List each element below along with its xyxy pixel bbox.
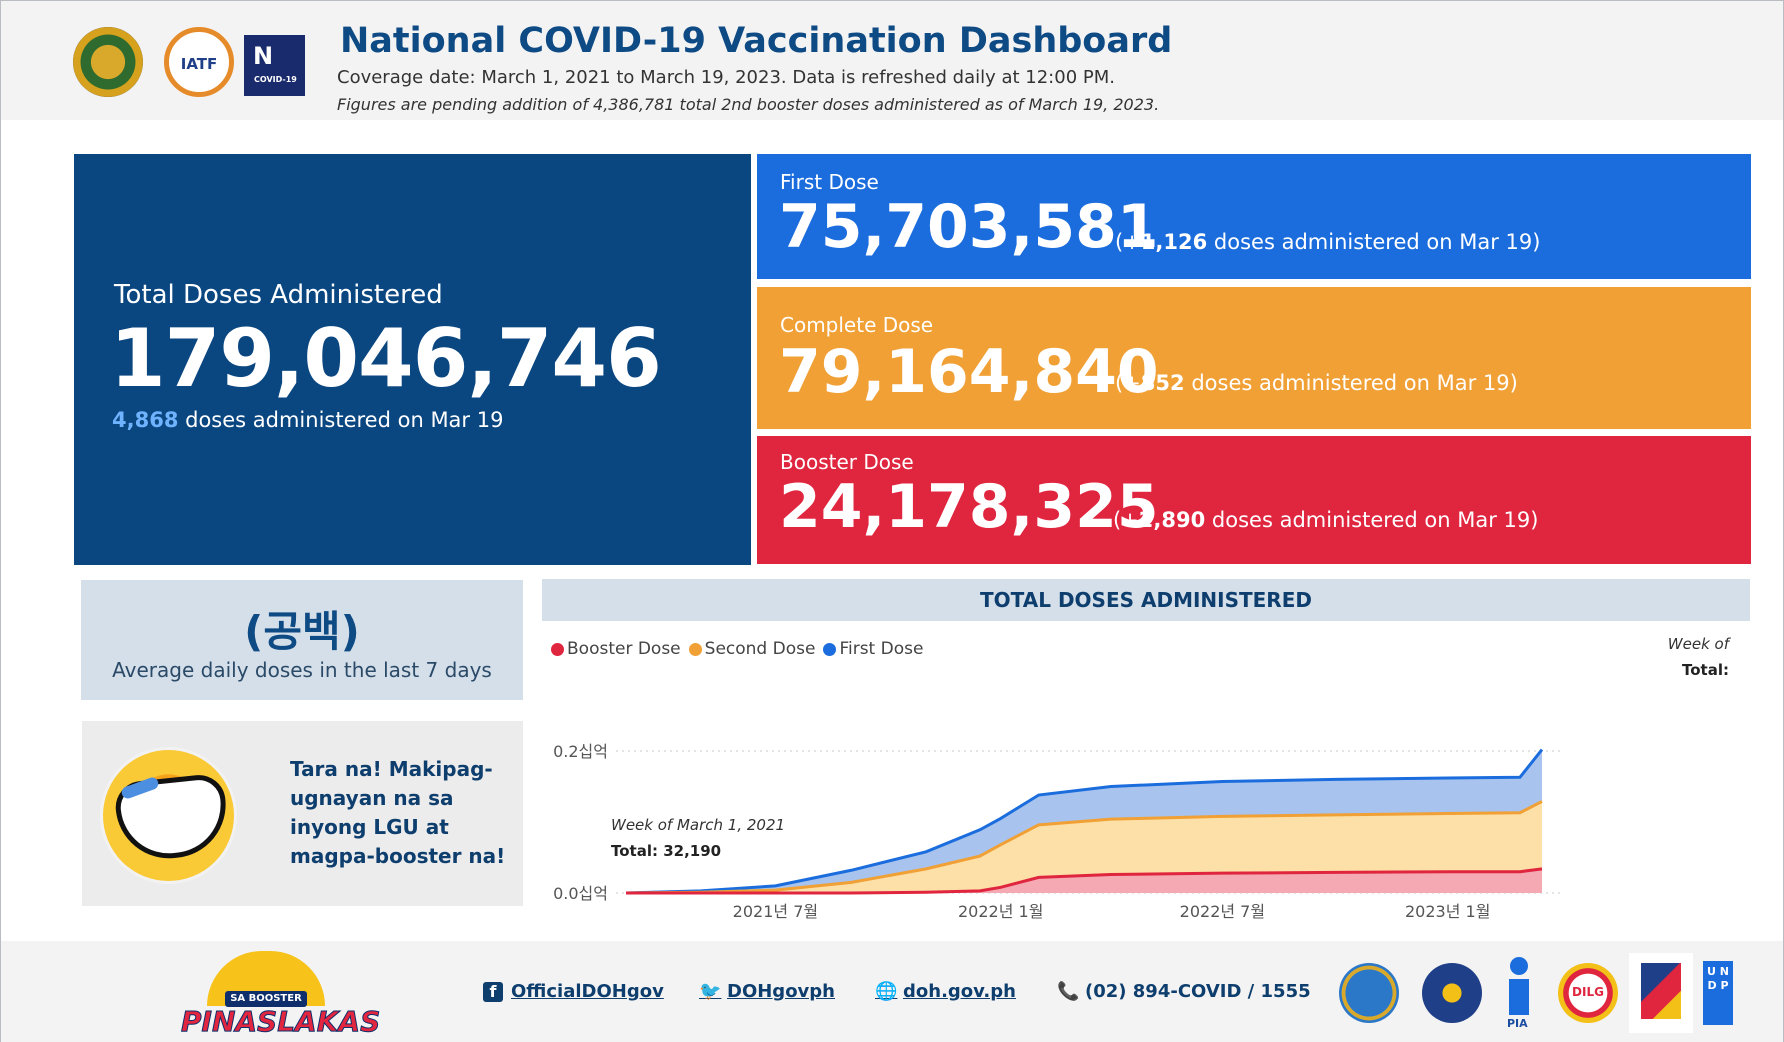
complete-dose-inc-value: 852 bbox=[1140, 371, 1185, 395]
website-link[interactable]: 🌐 doh.gov.ph bbox=[875, 981, 1016, 1002]
promo-text: Tara na! Makipag-ugnayan na sa inyong LG… bbox=[290, 757, 506, 868]
legend-dot-icon bbox=[823, 642, 837, 656]
booster-dose-increment: (+2,890 doses administered on Mar 19) bbox=[1113, 508, 1538, 532]
average-daily-doses-card: (공백) Average daily doses in the last 7 d… bbox=[81, 580, 523, 700]
dashboard-header: IATF N COVID-19 National COVID-19 Vaccin… bbox=[1, 1, 1783, 120]
coverage-date: Coverage date: March 1, 2021 to March 19… bbox=[337, 67, 1115, 88]
total-doses-label: Total Doses Administered bbox=[114, 280, 443, 310]
booster-dose-card: Booster Dose 24,178,325 (+2,890 doses ad… bbox=[757, 436, 1751, 564]
dashboard-footer: SA BOOSTER PINASLAKAS f OfficialDOHgov 🐦… bbox=[1, 941, 1783, 1042]
pinaslakas-logo: SA BOOSTER PINASLAKAS bbox=[181, 951, 381, 1039]
dilg-seal: DILG bbox=[1558, 963, 1618, 1023]
legend-dot-icon bbox=[551, 642, 564, 656]
series-line-second-dose bbox=[625, 800, 1543, 895]
legend-dot-icon bbox=[688, 642, 702, 656]
pinaslakas-logo-word: PINASLAKAS bbox=[181, 1005, 381, 1039]
y-tick-label: 0.2십억 bbox=[553, 742, 608, 761]
complete-dose-label: Complete Dose bbox=[780, 313, 934, 337]
booster-dose-inc-text: doses administered on Mar 19) bbox=[1211, 508, 1539, 532]
x-tick-label: 2022년 7월 bbox=[1180, 902, 1265, 921]
total-daily-text: doses administered on Mar 19 bbox=[185, 408, 504, 432]
legend-label: Second Dose bbox=[704, 639, 816, 659]
series-area-second-dose bbox=[626, 801, 1542, 893]
phone-hotline-text: (02) 894-COVID / 1555 bbox=[1085, 981, 1311, 1002]
dict-seal bbox=[1629, 953, 1693, 1033]
first-dose-label: First Dose bbox=[780, 170, 879, 194]
phone-icon: 📞 bbox=[1057, 980, 1080, 1002]
ntf-covid19-logo: N COVID-19 bbox=[244, 35, 305, 96]
iatf-logo: IATF bbox=[164, 27, 234, 97]
iatf-logo-text: IATF bbox=[180, 55, 218, 73]
twitter-icon: 🐦 bbox=[699, 980, 722, 1002]
facebook-icon: f bbox=[483, 981, 503, 1002]
total-daily-value: 4,868 bbox=[112, 408, 179, 432]
flexed-arm-icon bbox=[100, 747, 237, 884]
x-tick-label: 2021년 7월 bbox=[733, 902, 818, 921]
first-dose-inc-value: 1,126 bbox=[1140, 230, 1208, 254]
globe-icon: 🌐 bbox=[875, 980, 898, 1002]
first-dose-increment: (+1,126 doses administered on Mar 19) bbox=[1115, 230, 1540, 254]
pcoo-seal bbox=[1422, 963, 1482, 1023]
total-doses-value: 179,046,746 bbox=[110, 312, 662, 405]
legend-label: Booster Dose bbox=[567, 639, 681, 659]
first-dose-inc-text: doses administered on Mar 19) bbox=[1213, 230, 1541, 254]
total-doses-area-chart[interactable]: 0.0십억 0.2십억 2021년 7월 2022년 1월 2022년 7월 2023년 … bbox=[542, 627, 1750, 927]
pia-logo-head bbox=[1510, 957, 1528, 975]
chart-annotation-week: Week of March 1, 2021 bbox=[611, 816, 786, 834]
website-link-text[interactable]: doh.gov.ph bbox=[903, 981, 1016, 1002]
complete-dose-increment: (+852 doses administered on Mar 19) bbox=[1115, 371, 1518, 395]
booster-promo-card: Tara na! Makipag-ugnayan na sa inyong LG… bbox=[82, 721, 523, 906]
chart-legend: Booster Dose Second Dose First Dose bbox=[551, 639, 923, 659]
legend-item[interactable]: First Dose bbox=[823, 639, 923, 659]
facebook-link-text[interactable]: OfficialDOHgov bbox=[511, 981, 664, 1002]
twitter-link[interactable]: 🐦 DOHgovph bbox=[699, 981, 835, 1002]
first-dose-card: First Dose 75,703,581 (+1,126 doses admi… bbox=[757, 154, 1751, 279]
undp-logo: U N D P bbox=[1703, 961, 1733, 1025]
doh-seal-logo bbox=[73, 27, 143, 97]
total-daily-doses: 4,868 doses administered on Mar 19 bbox=[112, 408, 503, 432]
series-area-booster-dose bbox=[626, 868, 1542, 893]
complete-dose-value: 79,164,840 bbox=[779, 337, 1159, 407]
chart-header: TOTAL DOSES ADMINISTERED bbox=[542, 579, 1750, 621]
legend-label: First Dose bbox=[839, 639, 924, 659]
booster-dose-value: 24,178,325 bbox=[779, 472, 1159, 542]
pia-logo-text: PIA bbox=[1507, 1017, 1528, 1030]
series-line-booster-dose bbox=[626, 867, 1543, 895]
average-daily-caption: Average daily doses in the last 7 days bbox=[112, 658, 492, 682]
pia-logo: PIA bbox=[1507, 957, 1531, 1033]
pending-note: Figures are pending addition of 4,386,78… bbox=[337, 95, 1160, 114]
ntf-logo-text: N bbox=[253, 42, 274, 70]
booster-dose-inc-value: 2,890 bbox=[1138, 508, 1206, 532]
pinaslakas-logo-tag: SA BOOSTER bbox=[225, 991, 307, 1007]
booster-dose-label: Booster Dose bbox=[780, 450, 914, 474]
facebook-link[interactable]: f OfficialDOHgov bbox=[483, 981, 664, 1002]
complete-dose-inc-open: (+ bbox=[1115, 371, 1141, 395]
complete-dose-card: Complete Dose 79,164,840 (+852 doses adm… bbox=[757, 287, 1751, 429]
chart-annotation-total: Total: 32,190 bbox=[611, 842, 722, 860]
dilg-seal-text: DILG bbox=[1572, 985, 1604, 999]
pia-logo-body bbox=[1509, 979, 1529, 1015]
legend-item[interactable]: Booster Dose bbox=[551, 639, 681, 659]
page-title: National COVID-19 Vaccination Dashboard bbox=[340, 21, 1173, 61]
presidential-comms-seal bbox=[1339, 963, 1399, 1023]
series-line-first-dose bbox=[625, 748, 1544, 895]
twitter-link-text[interactable]: DOHgovph bbox=[727, 981, 835, 1002]
total-doses-card: Total Doses Administered 179,046,746 4,8… bbox=[74, 154, 751, 565]
complete-dose-inc-text: doses administered on Mar 19) bbox=[1191, 371, 1518, 395]
booster-dose-inc-open: (+ bbox=[1113, 508, 1139, 532]
tooltip-week-label: Week of bbox=[1667, 635, 1729, 653]
x-tick-label: 2022년 1월 bbox=[958, 902, 1043, 921]
tooltip-total-label: Total: bbox=[1682, 661, 1729, 679]
first-dose-inc-open: (+ bbox=[1115, 230, 1141, 254]
ntf-logo-sub: COVID-19 bbox=[254, 75, 297, 84]
first-dose-value: 75,703,581 bbox=[779, 192, 1159, 262]
legend-item[interactable]: Second Dose bbox=[688, 639, 816, 659]
x-tick-label: 2023년 1월 bbox=[1405, 902, 1490, 921]
y-tick-label: 0.0십억 bbox=[553, 884, 608, 903]
average-daily-value: (공백) bbox=[244, 607, 360, 656]
phone-hotline: 📞 (02) 894-COVID / 1555 bbox=[1057, 981, 1311, 1002]
